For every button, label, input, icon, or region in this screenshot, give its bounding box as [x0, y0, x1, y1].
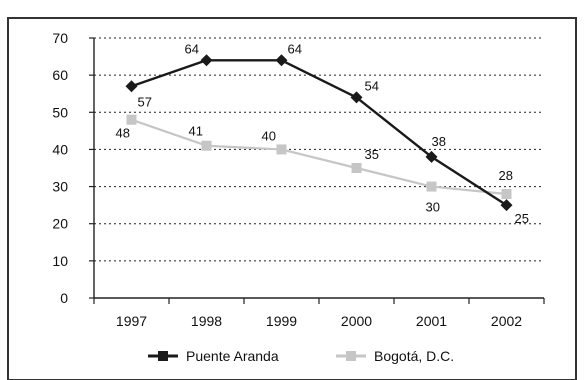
- data-labels: 48 41 40 35 30 28 57 64 64 54 38 25: [116, 41, 529, 226]
- chart-border: [7, 17, 577, 380]
- data-point-bogota: [201, 140, 212, 151]
- data-label-puente-aranda: 57: [138, 94, 152, 109]
- series-line-puente-aranda: [131, 59, 508, 207]
- y-tick-label: 40: [52, 141, 68, 157]
- x-tick-label: 2002: [491, 313, 522, 329]
- data-label-puente-aranda: 54: [365, 78, 379, 93]
- data-label-puente-aranda: 64: [288, 41, 302, 56]
- data-point-puente-aranda: [500, 199, 513, 212]
- y-tick-label: 70: [52, 30, 68, 46]
- series-markers: [125, 54, 513, 212]
- data-label-puente-aranda: 25: [515, 211, 529, 226]
- data-label-puente-aranda: 64: [185, 41, 199, 56]
- x-tick-label: 2000: [341, 313, 372, 329]
- data-label-bogota: 41: [189, 124, 203, 139]
- x-axis-ticks: 1997 1998 1999 2000 2001 2002: [93, 298, 545, 329]
- data-point-puente-aranda: [425, 150, 438, 163]
- data-point-bogota: [126, 114, 137, 125]
- legend-label-bogota: Bogotá, D.C.: [374, 348, 454, 364]
- legend: Puente Aranda Bogotá, D.C.: [148, 348, 454, 364]
- data-label-bogota: 40: [262, 128, 276, 143]
- data-label-bogota: 35: [365, 147, 379, 162]
- y-tick-label: 10: [52, 253, 68, 269]
- data-point-bogota: [501, 189, 512, 199]
- x-tick-label: 1998: [191, 313, 222, 329]
- series-line-bogota: [131, 118, 507, 196]
- y-tick-label: 30: [52, 179, 68, 195]
- data-point-puente-aranda: [125, 80, 138, 93]
- data-label-puente-aranda: 38: [432, 134, 446, 149]
- y-axis-ticks: 0 10 20 30 40 50 60 70: [52, 30, 94, 306]
- legend-marker-puente-aranda: [158, 351, 168, 361]
- x-tick-label: 1999: [266, 313, 297, 329]
- data-label-bogota: 48: [116, 126, 130, 141]
- data-point-bogota: [426, 181, 437, 192]
- series-lines: [131, 59, 508, 207]
- gridlines: [94, 37, 544, 262]
- data-point-puente-aranda: [350, 91, 363, 104]
- data-point-puente-aranda: [275, 54, 288, 67]
- y-tick-label: 50: [52, 104, 68, 120]
- data-point-puente-aranda: [200, 54, 213, 67]
- legend-marker-bogota: [346, 351, 356, 361]
- data-label-bogota: 30: [426, 200, 440, 215]
- y-tick-label: 0: [60, 290, 68, 306]
- legend-label-puente-aranda: Puente Aranda: [186, 348, 279, 364]
- x-tick-label: 1997: [116, 313, 147, 329]
- data-point-bogota: [351, 163, 362, 173]
- data-point-bogota: [276, 144, 287, 155]
- data-label-bogota: 28: [499, 168, 513, 183]
- y-tick-label: 20: [52, 216, 68, 232]
- x-tick-label: 2001: [416, 313, 447, 329]
- y-tick-label: 60: [52, 67, 68, 83]
